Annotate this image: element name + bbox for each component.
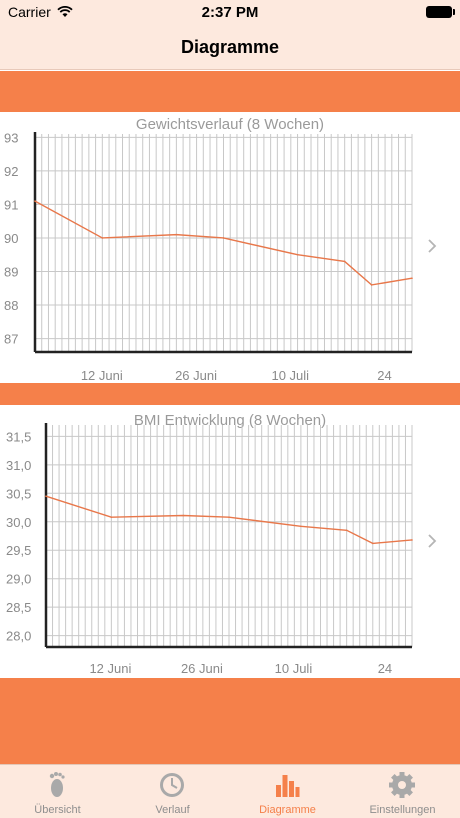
footprint-icon xyxy=(49,772,65,797)
data-point xyxy=(411,277,413,280)
tab-label: Diagramme xyxy=(259,804,316,816)
tab-diagramme[interactable]: Diagramme xyxy=(230,765,345,818)
gear-icon xyxy=(389,772,415,798)
data-point xyxy=(300,525,302,528)
data-point xyxy=(370,284,373,286)
bmi-chart-panel[interactable]: BMI Entwicklung (8 Wochen) 31,5 31,0 30,5 30… xyxy=(0,405,460,678)
x-tick-label: 10 Juli xyxy=(271,368,309,383)
x-tick-label: 24 xyxy=(377,368,391,383)
y-tick-label: 87 xyxy=(4,332,18,347)
chevron-right-icon[interactable] xyxy=(426,238,438,254)
y-tick-label: 92 xyxy=(4,164,18,179)
status-bar: Carrier 2:37 PM xyxy=(0,0,460,26)
orange-band-top xyxy=(0,71,460,112)
page-title: Diagramme xyxy=(180,37,280,57)
y-tick-label: 29,0 xyxy=(6,572,31,587)
y-tick-label: 28,0 xyxy=(6,629,31,644)
orange-band-bottom xyxy=(0,678,460,764)
tab-label: Einstellungen xyxy=(369,804,436,816)
data-point xyxy=(296,253,299,256)
weight-chart-panel[interactable]: Gewichtsverlauf (8 Wochen) 93 92 91 90 89 88 87… xyxy=(0,112,460,383)
x-tick-label: 12 Juni xyxy=(81,368,123,383)
x-tick-label: 10 Juli xyxy=(275,661,313,676)
data-point xyxy=(222,237,225,239)
navigation-bar: Diagramme xyxy=(0,26,460,70)
tab-einstellungen[interactable]: Einstellungen xyxy=(345,765,460,818)
orange-band-middle xyxy=(0,383,460,405)
bmi-series-line xyxy=(45,495,413,545)
x-tick-label: 24 xyxy=(378,661,392,676)
y-tick-label: 31,0 xyxy=(6,458,31,473)
data-point xyxy=(182,514,185,517)
battery-icon xyxy=(426,6,455,18)
tab-verlauf[interactable]: Verlauf xyxy=(115,765,230,818)
data-point xyxy=(411,539,413,541)
y-tick-label: 30,5 xyxy=(6,486,31,501)
data-point xyxy=(228,516,230,519)
status-left: Carrier xyxy=(8,4,73,20)
data-point xyxy=(110,516,113,519)
tab-label: Verlauf xyxy=(155,804,190,816)
y-tick-label: 31,5 xyxy=(6,429,31,444)
weight-chart-title: Gewichtsverlauf (8 Wochen) xyxy=(136,116,324,133)
tab-bar: Übersicht Verlauf Diagramme xyxy=(0,764,460,818)
data-point xyxy=(45,495,47,497)
y-tick-label: 91 xyxy=(4,197,18,212)
y-tick-label: 89 xyxy=(4,265,18,280)
clock-icon xyxy=(160,773,184,797)
y-tick-label: 90 xyxy=(4,231,18,246)
data-point xyxy=(175,233,178,236)
y-tick-label: 29,5 xyxy=(6,543,31,558)
weight-series-line xyxy=(34,200,413,286)
bmi-chart-title: BMI Entwicklung (8 Wochen) xyxy=(134,412,326,429)
bar-chart-icon xyxy=(276,775,300,797)
x-tick-label: 26 Juni xyxy=(175,368,217,383)
data-point xyxy=(101,237,104,239)
status-time: 2:37 PM xyxy=(201,4,259,21)
x-tick-label: 26 Juni xyxy=(181,661,223,676)
bmi-chart: BMI Entwicklung (8 Wochen) 31,5 31,0 30,5 30… xyxy=(6,412,413,676)
tab-label: Übersicht xyxy=(34,804,81,816)
y-tick-label: 93 xyxy=(4,130,18,145)
chevron-right-icon[interactable] xyxy=(426,533,438,549)
data-point xyxy=(343,260,346,263)
y-tick-label: 30,0 xyxy=(6,515,31,530)
wifi-icon xyxy=(57,6,73,17)
x-tick-label: 12 Juni xyxy=(89,661,131,676)
y-tick-label: 88 xyxy=(4,298,18,313)
weight-chart: Gewichtsverlauf (8 Wochen) 93 92 91 90 89 88 87… xyxy=(4,116,413,383)
carrier-label: Carrier xyxy=(8,4,51,20)
data-point xyxy=(345,529,348,532)
y-tick-label: 28,5 xyxy=(6,600,31,615)
data-point xyxy=(371,542,374,545)
data-point xyxy=(34,200,36,202)
tab-uebersicht[interactable]: Übersicht xyxy=(0,765,115,818)
